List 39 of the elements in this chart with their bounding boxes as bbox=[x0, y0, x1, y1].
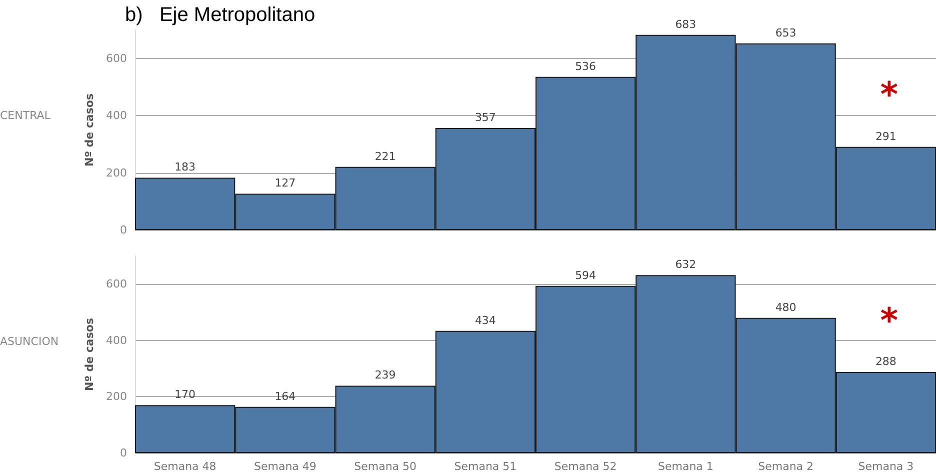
y-tick-label: 600 bbox=[106, 278, 127, 291]
annotation: * bbox=[880, 301, 898, 341]
x-tick-label: Semana 1 bbox=[658, 460, 714, 472]
data-label: 164 bbox=[274, 390, 296, 403]
data-label: 434 bbox=[474, 314, 496, 327]
text: ASUNCION bbox=[0, 335, 59, 348]
data-label: 288 bbox=[875, 354, 896, 368]
y-axis-title: Nº de casos bbox=[83, 318, 96, 391]
y-tick-label: 0 bbox=[120, 224, 127, 236]
x-tick-label: Semana 49 bbox=[254, 460, 316, 472]
y-tick-label: 200 bbox=[106, 390, 127, 404]
y-tick-label: 600 bbox=[106, 52, 127, 66]
data-label: 291 bbox=[875, 130, 896, 143]
data-label: 683 bbox=[675, 18, 696, 31]
x-tick-label: Semana 2 bbox=[758, 460, 814, 472]
data-label: 480 bbox=[775, 300, 796, 314]
y-tick-label: 400 bbox=[106, 109, 127, 122]
y-tick-label: 400 bbox=[106, 334, 127, 347]
text: CENTRAL bbox=[0, 109, 52, 122]
data-label: 357 bbox=[474, 111, 496, 124]
x-tick-label: Semana 3 bbox=[858, 460, 914, 472]
y-tick-label: 200 bbox=[106, 166, 127, 180]
data-label: 632 bbox=[675, 258, 696, 272]
annotation: * bbox=[880, 75, 898, 115]
data-label: 239 bbox=[374, 368, 396, 382]
y-axis-title: Nº de casos bbox=[83, 93, 96, 166]
x-tick-label: Semana 52 bbox=[554, 460, 617, 472]
chart-title: b) Eje Metropolitano bbox=[125, 4, 316, 26]
x-tick-label: Semana 51 bbox=[454, 460, 517, 472]
data-label: 536 bbox=[575, 60, 596, 73]
data-label: 127 bbox=[274, 176, 296, 190]
y-tick-label: 0 bbox=[120, 446, 127, 460]
data-label: 653 bbox=[775, 26, 796, 40]
data-label: 594 bbox=[575, 268, 596, 282]
x-tick-label: Semana 50 bbox=[354, 460, 417, 472]
data-label: 221 bbox=[374, 150, 396, 163]
x-tick-label: Semana 48 bbox=[154, 460, 216, 472]
data-label: 170 bbox=[174, 388, 196, 402]
data-label: 183 bbox=[174, 160, 196, 174]
